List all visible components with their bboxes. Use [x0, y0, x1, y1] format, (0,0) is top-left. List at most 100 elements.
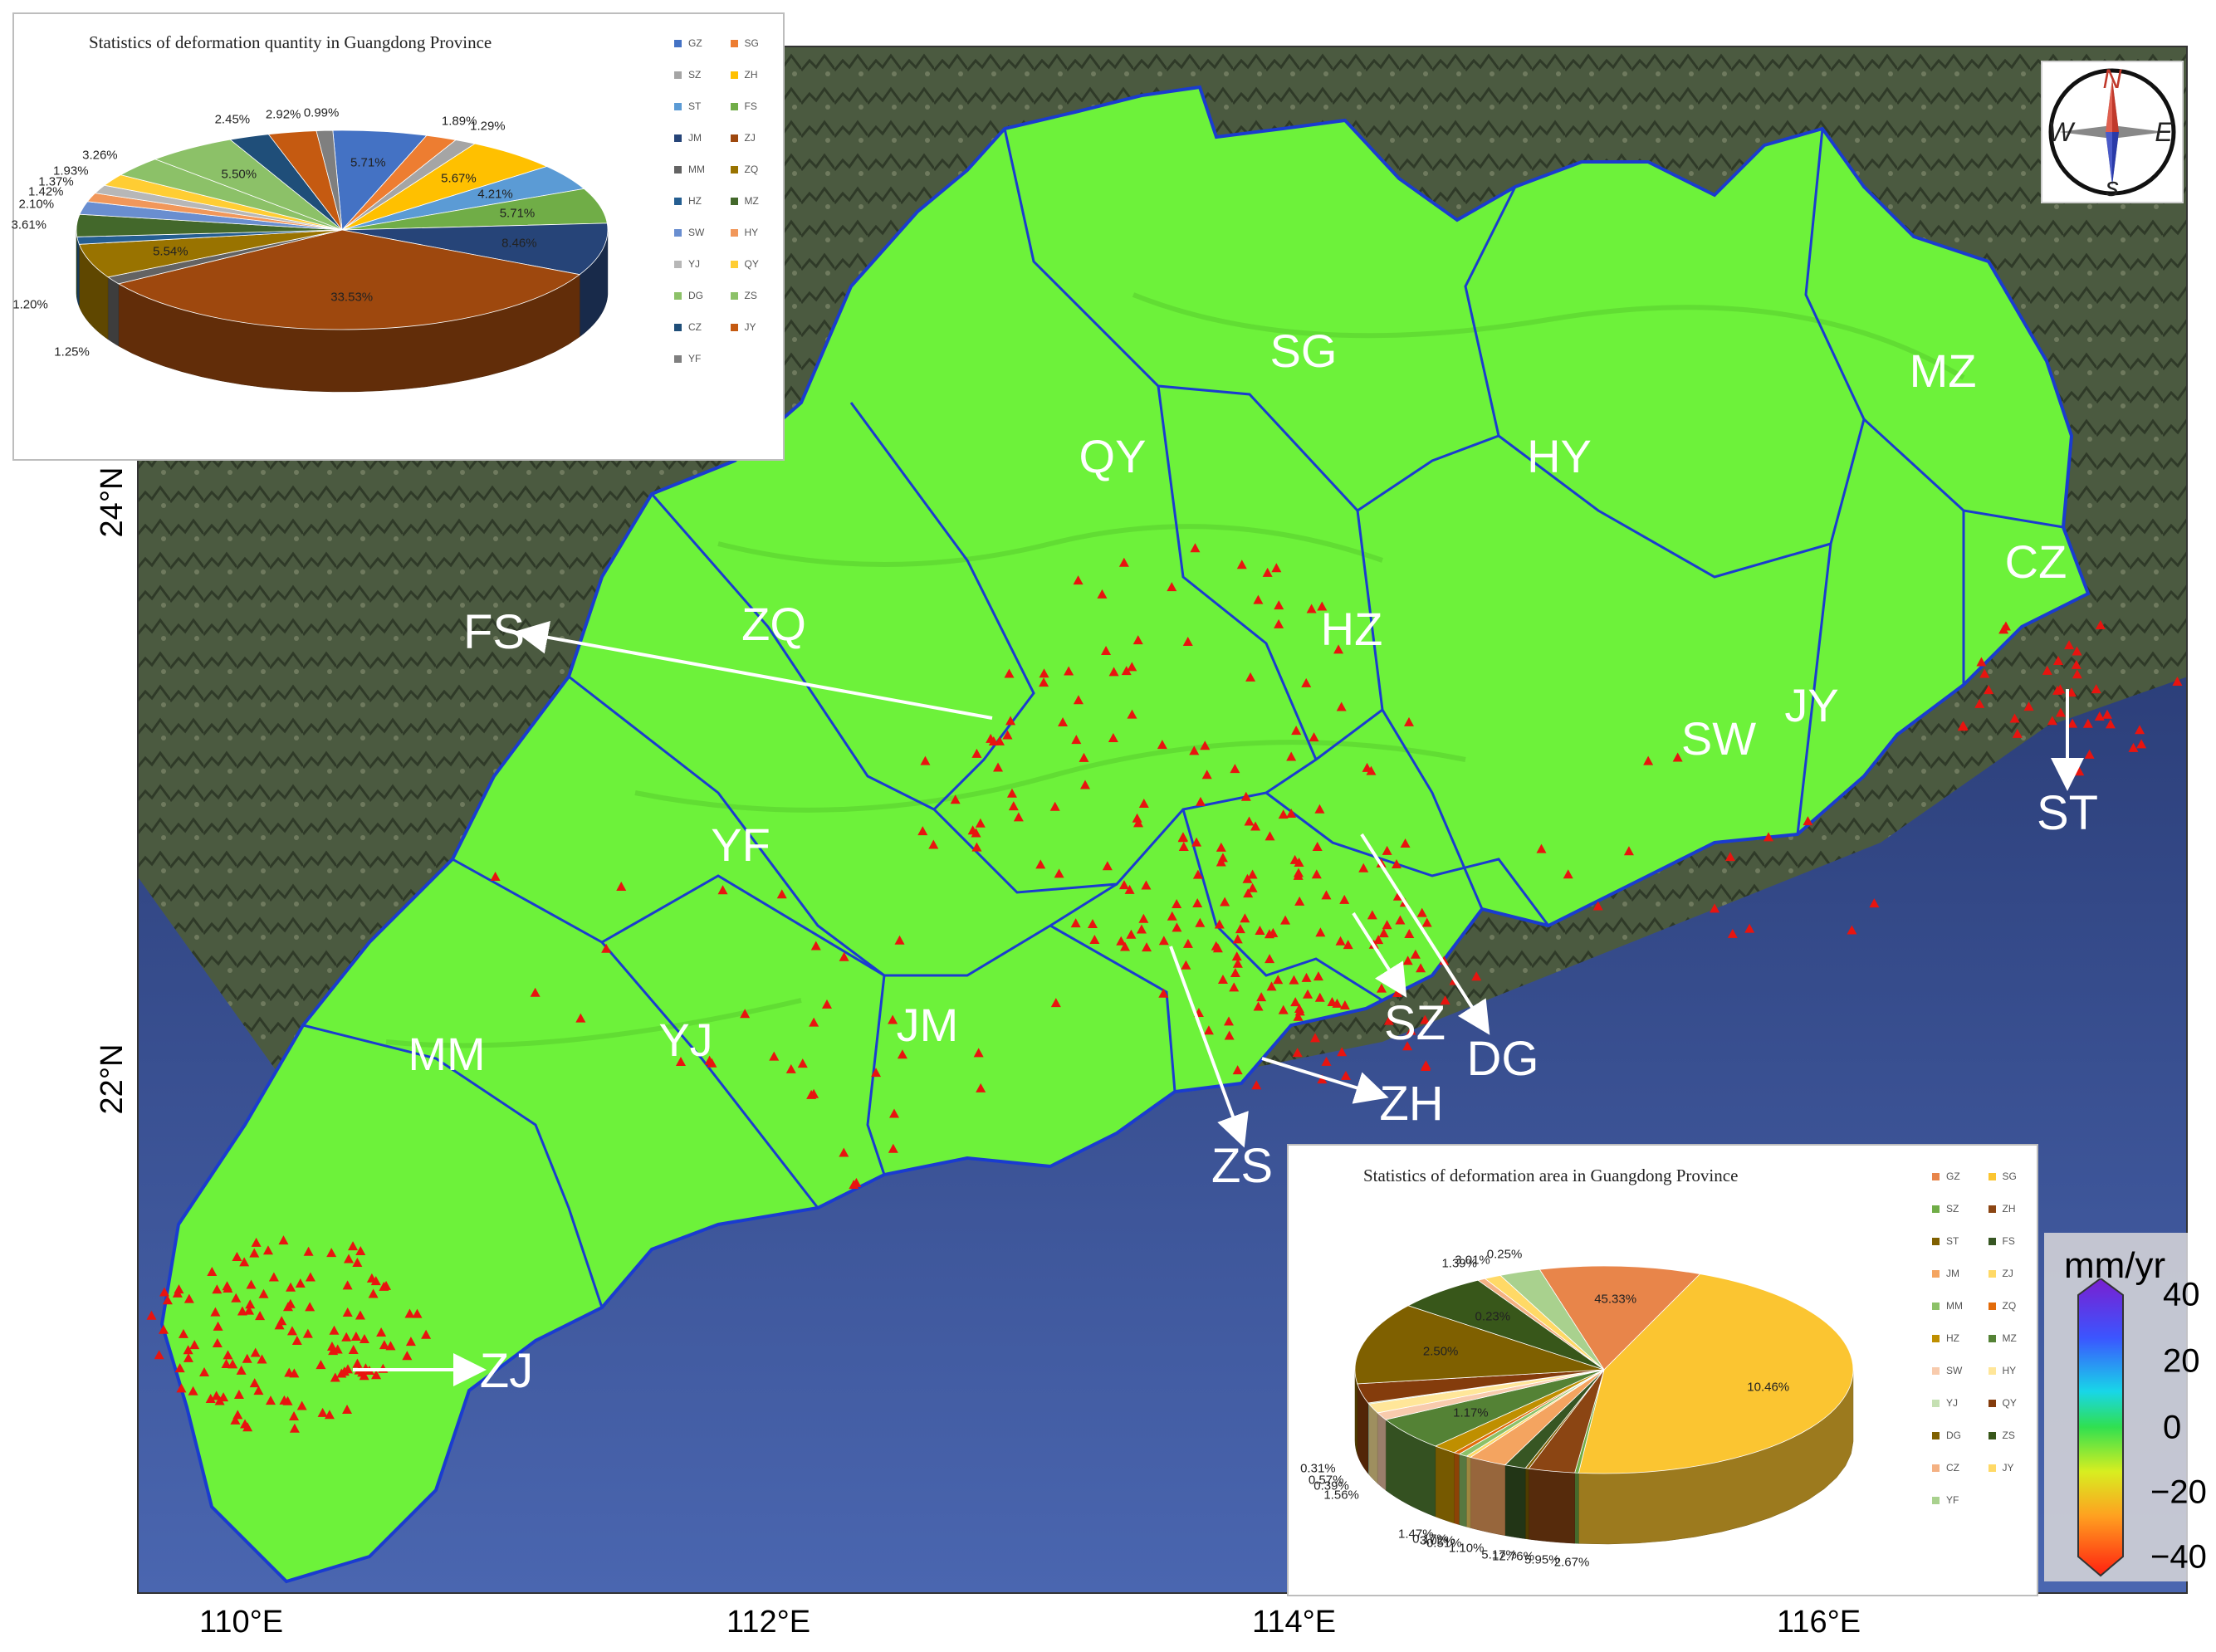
deformation-marker	[601, 943, 612, 953]
area-legend-swatch	[1988, 1172, 1996, 1180]
deformation-marker	[1309, 732, 1319, 742]
quantity-legend-swatch	[730, 197, 738, 205]
quantity-pct-label: 5.54%	[153, 244, 188, 259]
quantity-legend: GZ SG SZ ZH ST FS JM ZJ MM ZQ HZ MZ SW HY YJ QY DG ZS CZ JY…	[674, 37, 778, 364]
deformation-marker	[2135, 725, 2145, 735]
deformation-marker	[1255, 925, 1265, 935]
deformation-marker	[675, 1056, 686, 1066]
deformation-marker	[305, 1302, 316, 1312]
deformation-marker	[282, 1395, 293, 1405]
callout-label-zs: ZS	[1211, 1139, 1274, 1193]
deformation-marker	[257, 1354, 267, 1364]
deformation-marker	[1236, 560, 1247, 569]
callout-label-zj: ZJ	[479, 1344, 534, 1398]
deformation-marker	[189, 1340, 200, 1350]
area-legend-swatch	[1988, 1431, 1996, 1439]
deformation-marker	[326, 1248, 337, 1258]
area-legend-label: HY	[2002, 1365, 2017, 1376]
deformation-marker	[214, 1395, 225, 1405]
area-legend-swatch	[1932, 1237, 1940, 1245]
deformation-marker	[1214, 919, 1225, 929]
deformation-marker	[295, 1278, 306, 1288]
deformation-marker	[1265, 831, 1275, 841]
region-label-zq: ZQ	[741, 598, 806, 650]
quantity-legend-item: YF	[674, 353, 722, 364]
deformation-marker	[986, 733, 996, 743]
guangdong-land	[159, 85, 2091, 1584]
deformation-marker	[249, 1378, 260, 1388]
deformation-marker	[1201, 770, 1212, 780]
quantity-pct-label: 3.26%	[82, 148, 118, 163]
deformation-marker	[1266, 981, 1277, 991]
deformation-marker	[1251, 1080, 1262, 1090]
deformation-marker	[1957, 721, 1968, 731]
area-slice-side	[1465, 1455, 1471, 1528]
quantity-legend-item: SW	[674, 227, 722, 238]
deformation-marker	[928, 839, 939, 849]
deformation-marker	[1177, 832, 1188, 842]
compass-e: E	[2155, 117, 2173, 147]
quantity-legend-label: DG	[688, 290, 703, 301]
lat-tick-22: 22°N	[95, 1043, 130, 1115]
deformation-marker	[1008, 801, 1019, 811]
deformation-marker	[1313, 971, 1323, 981]
area-legend-label: JY	[2002, 1462, 2014, 1474]
deformation-marker	[1192, 869, 1203, 879]
deformation-marker	[342, 1364, 353, 1374]
quantity-legend-label: ZS	[744, 290, 757, 301]
deformation-marker	[342, 1280, 353, 1290]
area-chart-title: Statistics of deformation area in Guangd…	[1363, 1166, 1739, 1185]
quantity-legend-item: JY	[730, 321, 779, 333]
deformation-marker	[1182, 938, 1193, 948]
deformation-marker	[245, 1299, 256, 1309]
deformation-marker	[1039, 668, 1049, 678]
deformation-marker	[1311, 869, 1322, 879]
deformation-marker	[1317, 1074, 1328, 1084]
region-label-jy: JY	[1784, 679, 1839, 731]
quantity-legend-item: GZ	[674, 37, 722, 49]
deformation-marker	[222, 1281, 232, 1291]
deformation-marker	[1253, 1001, 1264, 1011]
deformation-marker	[366, 1273, 377, 1283]
deformation-marker	[2084, 749, 2095, 759]
deformation-marker	[1229, 982, 1240, 992]
area-legend-item: JM	[1932, 1268, 1980, 1279]
deformation-marker	[1623, 846, 1634, 856]
deformation-marker	[1378, 928, 1389, 938]
callout-label-dg: DG	[1466, 1032, 1539, 1086]
deformation-marker	[1421, 1060, 1431, 1070]
deformation-marker	[1382, 845, 1392, 855]
deformation-marker	[1127, 709, 1137, 719]
deformation-marker	[212, 1338, 223, 1348]
deformation-marker	[1002, 730, 1013, 740]
deformation-marker	[1336, 701, 1347, 711]
colorbar-tick-neg20: −20	[2150, 1474, 2207, 1511]
deformation-marker	[329, 1325, 340, 1335]
deformation-marker	[210, 1307, 221, 1317]
deformation-marker	[379, 1340, 389, 1350]
deformation-marker	[1192, 898, 1203, 908]
area-legend-label: FS	[2002, 1235, 2015, 1247]
deformation-marker	[1294, 1006, 1305, 1016]
lat-tick-24: 24°N	[95, 467, 130, 538]
quantity-legend-label: MZ	[744, 195, 759, 207]
deformation-marker	[1333, 644, 1344, 654]
arrow-fs	[515, 621, 993, 720]
deformation-marker	[1230, 764, 1240, 774]
deformation-marker	[352, 1358, 363, 1368]
deformation-marker	[1373, 935, 1384, 945]
deformation-marker	[1132, 813, 1142, 823]
quantity-legend-label: ZJ	[744, 132, 756, 144]
deformation-marker	[1262, 567, 1273, 577]
deformation-marker	[1278, 809, 1289, 819]
deformation-marker	[1274, 600, 1284, 610]
deformation-marker	[371, 1370, 382, 1380]
deformation-marker	[1071, 735, 1082, 745]
deformation-marker	[1217, 975, 1228, 985]
quantity-legend-label: SG	[744, 37, 759, 49]
deformation-marker	[1121, 666, 1132, 676]
quantity-slice-jm	[341, 222, 609, 276]
deformation-marker	[1049, 801, 1060, 811]
deformation-marker	[172, 1288, 183, 1298]
quantity-pct-label: 1.29%	[470, 119, 506, 134]
